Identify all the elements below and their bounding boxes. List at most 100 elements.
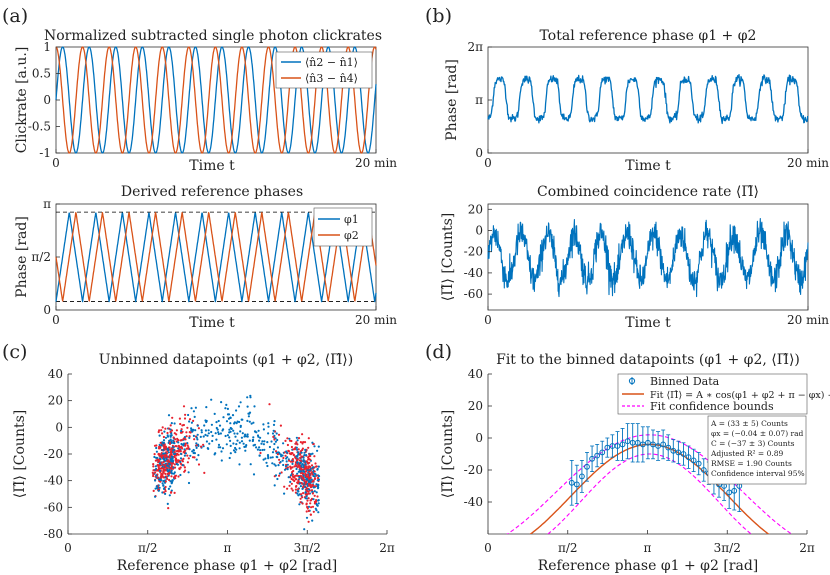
scatter-point	[270, 440, 273, 443]
scatter-point	[316, 476, 320, 480]
scatter-point	[154, 459, 157, 462]
scatter-point	[177, 441, 180, 444]
scatter-point	[158, 457, 161, 460]
scatter-point	[271, 462, 274, 465]
axis-ticks: 0 π/2 π 3π/2 2π -40 -20 0 20 40	[464, 367, 815, 555]
scatter-point	[162, 491, 165, 494]
confidence-bound-1	[506, 434, 793, 534]
x-tick-label: 0	[484, 313, 492, 327]
scatter-point	[266, 464, 269, 468]
scatter-point	[294, 447, 297, 450]
scatter-point	[196, 433, 199, 436]
scatter-point	[179, 439, 182, 442]
scatter-point	[183, 450, 186, 453]
scatter-point	[194, 429, 197, 432]
scatter-point	[244, 433, 247, 436]
scatter-point	[272, 429, 275, 432]
scatter-point	[272, 423, 276, 426]
scatter-point	[304, 470, 307, 473]
legend-box	[617, 373, 808, 415]
scatter-point	[267, 422, 270, 425]
scatter-point	[215, 438, 218, 441]
scatter-point	[171, 460, 174, 463]
scatter-point	[262, 458, 265, 461]
scatter-point	[217, 432, 220, 436]
scatter-point	[169, 428, 172, 431]
scatter-point	[160, 476, 163, 479]
annotation-line: Confidence interval 95%	[711, 469, 805, 478]
scatter-point	[263, 440, 266, 443]
scatter-point	[297, 479, 300, 482]
scatter-point	[279, 424, 282, 427]
scatter-point	[169, 454, 172, 457]
scatter-point	[179, 422, 182, 426]
x-tick-label: π	[644, 541, 652, 555]
scatter-point	[317, 499, 320, 502]
scatter-point	[159, 446, 162, 449]
scatter-point	[205, 440, 208, 443]
scatter-point	[315, 500, 318, 503]
scatter-point	[311, 466, 314, 469]
scatter-point	[167, 487, 170, 490]
scatter-point	[302, 492, 305, 495]
scatter-point	[213, 412, 216, 415]
scatter-point	[307, 437, 310, 440]
scatter-point	[278, 474, 281, 477]
legend-entry-3: Fit confidence bounds	[650, 400, 774, 413]
y-tick-label: 2π	[467, 40, 483, 54]
scatter-point	[219, 432, 222, 435]
scatter-point	[280, 471, 283, 474]
y-tick-label: π	[475, 93, 483, 107]
scatter-point	[274, 474, 278, 477]
scatter-point	[164, 466, 167, 469]
fit-annotation: A = (33 ± 5) Counts φx = (−0.04 ± 0.07) …	[707, 415, 807, 485]
scatter-point	[317, 484, 320, 487]
scatter-point	[248, 412, 251, 415]
scatter-point	[313, 502, 316, 505]
scatter-point	[208, 442, 211, 445]
scatter-point	[284, 439, 287, 442]
scatter-point	[175, 460, 178, 463]
scatter-point	[224, 434, 227, 438]
scatter-point	[164, 485, 167, 489]
scatter-point	[157, 458, 160, 461]
scatter-point	[194, 406, 197, 409]
scatter-point	[167, 507, 170, 510]
x-axis-label: Time t	[625, 158, 671, 174]
scatter-point	[299, 470, 303, 473]
scatter-point	[243, 445, 246, 448]
scatter-point	[197, 463, 201, 466]
scatter-point	[315, 491, 318, 494]
scatter-point	[229, 452, 232, 455]
scatter-point	[261, 440, 264, 443]
scatter-point	[173, 466, 177, 469]
scatter-point	[179, 473, 182, 477]
scatter-point	[171, 479, 174, 482]
scatter-point	[153, 444, 157, 447]
x-tick-label: π	[224, 541, 232, 555]
scatter-point	[159, 480, 162, 483]
scatter-point	[249, 394, 252, 397]
scatter-point	[182, 423, 185, 427]
annotation-line: RMSE = 1.90 Counts	[711, 459, 792, 468]
scatter-point	[188, 435, 191, 438]
scatter-point	[152, 469, 155, 472]
binned-point	[614, 443, 621, 449]
scatter-point	[315, 499, 318, 502]
chart-title: Unbinned datapoints (φ1 + φ2, ⟨Π̂⟩)	[99, 352, 353, 368]
scatter-point	[304, 491, 307, 494]
scatter-point	[300, 482, 303, 485]
scatter-point	[246, 405, 249, 408]
scatter-point	[253, 443, 257, 446]
scatter-point	[308, 465, 312, 468]
scatter-point	[307, 446, 310, 449]
scatter-point	[170, 469, 173, 472]
scatter-point	[262, 443, 265, 446]
scatter-point	[298, 459, 301, 462]
x-axis-label: Time t	[625, 315, 671, 331]
scatter-point	[185, 431, 188, 434]
scatter-point	[162, 487, 166, 490]
scatter-point	[305, 454, 308, 457]
scatter-point	[176, 437, 179, 440]
scatter-point	[155, 474, 158, 477]
